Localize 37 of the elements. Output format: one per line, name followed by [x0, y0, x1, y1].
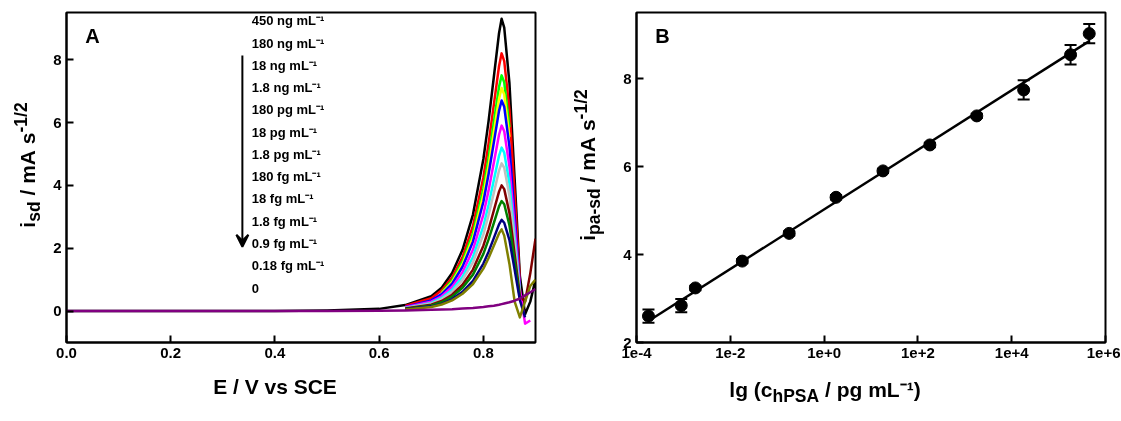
annotation: 1.8 pg mL⁻¹	[251, 146, 321, 162]
x-tick-label: 0.2	[160, 343, 182, 361]
x-tick-label: 0.0	[56, 343, 77, 361]
annotation: 450 ng mL⁻¹	[251, 13, 325, 29]
x-tick-label: 0.4	[264, 343, 287, 361]
y-tick-label: 6	[53, 113, 62, 131]
x-axis-title: lg (c$_{hPSA}$ / pg mL⁻¹)	[728, 377, 922, 408]
x-tick-label: 1e+4	[994, 343, 1030, 361]
x-tick-label: 1e+0	[807, 343, 841, 361]
x-tick-label: 1e+2	[901, 343, 935, 361]
x-tick-label: 0.8	[472, 343, 494, 361]
annotation: A	[85, 24, 100, 47]
annotation: 1.8 ng mL⁻¹	[251, 80, 321, 96]
x-tick-label: 0.6	[368, 343, 390, 361]
annotation: B	[655, 24, 670, 47]
line-series	[403, 228, 536, 319]
y-tick-label: 0	[53, 302, 62, 320]
annotation: 180 pg mL⁻¹	[251, 102, 325, 118]
annotation: 18 ng mL⁻¹	[251, 57, 318, 73]
y-tick-label: 6	[623, 157, 632, 175]
annotation: 18 fg mL⁻¹	[251, 191, 314, 207]
annotation: 0	[251, 280, 259, 296]
annotation: 180 ng mL⁻¹	[251, 35, 325, 51]
y-tick-label: 4	[623, 245, 633, 263]
annotation: 180 fg mL⁻¹	[251, 169, 321, 185]
y-tick-label: 4	[53, 176, 63, 194]
annotation: 1.8 fg mL⁻¹	[251, 213, 318, 229]
point	[1017, 83, 1031, 97]
annotation: 0.18 fg mL⁻¹	[251, 258, 325, 274]
x-tick-label: 1e-2	[715, 343, 746, 361]
y-tick-label: 8	[623, 69, 632, 87]
y-tick-label: 2	[53, 239, 62, 257]
x-axis-title: E / V vs SCE	[212, 375, 338, 399]
y-tick-label: 8	[53, 50, 62, 68]
annotation: 0.9 fg mL⁻¹	[251, 236, 318, 251]
x-tick-label: 1e+6	[1086, 343, 1121, 361]
annotation: 18 pg mL⁻¹	[251, 124, 318, 140]
